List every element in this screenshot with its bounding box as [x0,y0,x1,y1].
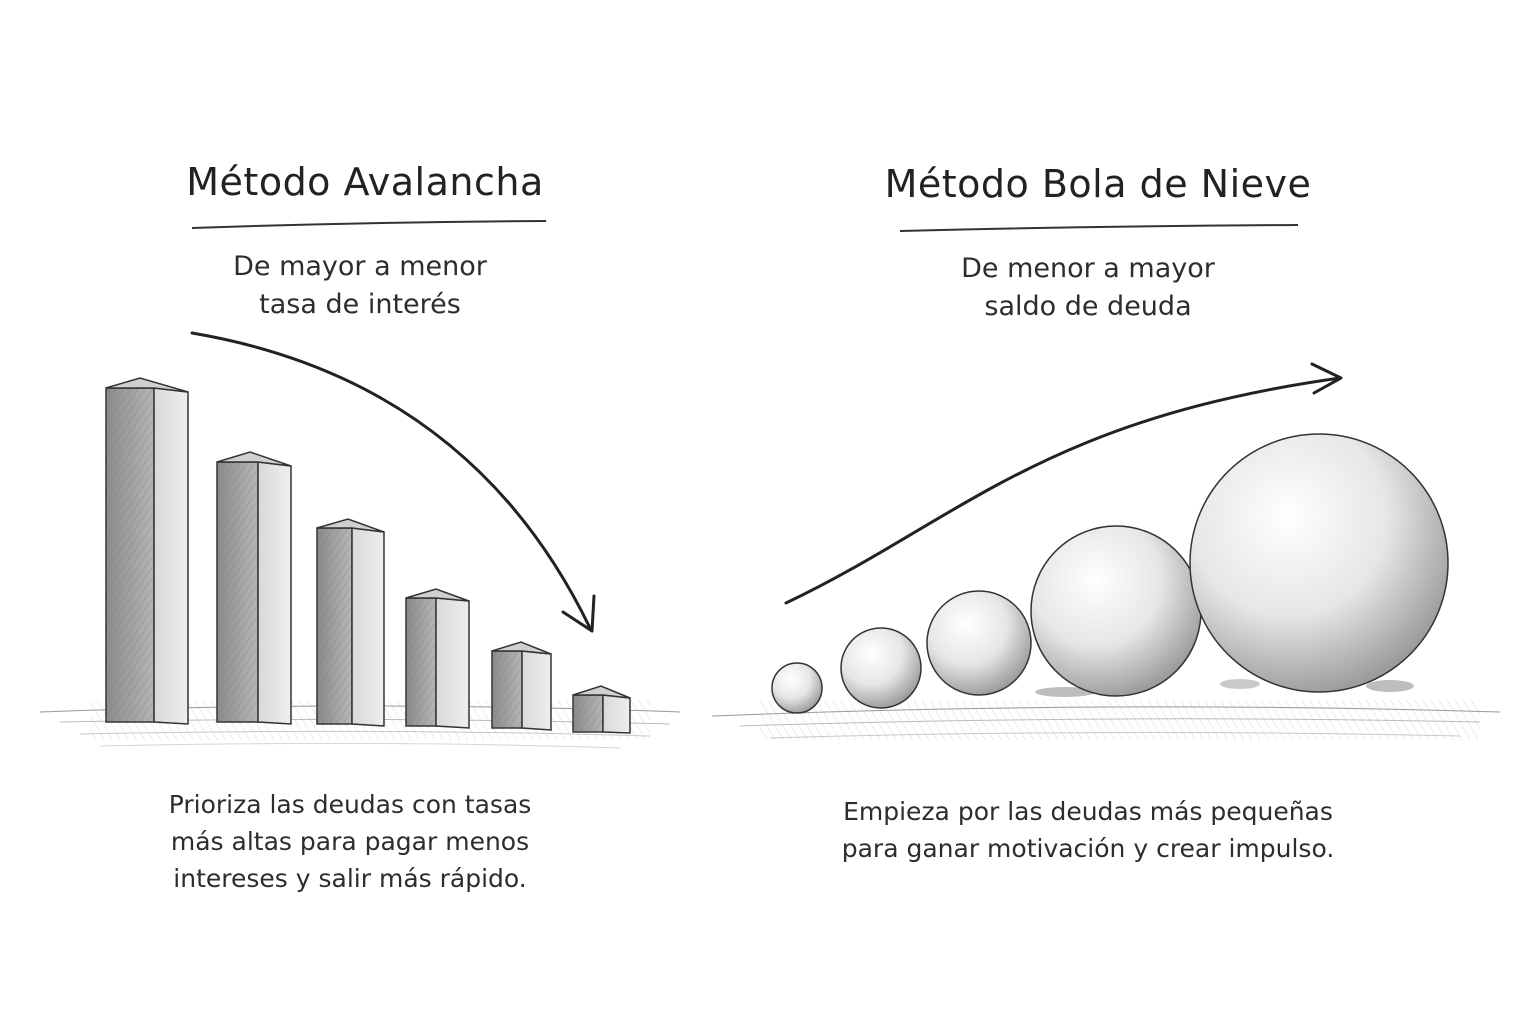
ascending-arrow-icon [784,362,1343,605]
snowball-panel: Método Bola de Nieve De menor a mayor sa… [768,0,1536,1024]
avalanche-title: Método Avalancha [186,160,544,204]
avalanche-subtitle-line: tasa de interés [259,289,461,320]
snowball-5 [1189,433,1449,693]
snowball-description-line: Empieza por las deudas más pequeñas [843,797,1333,826]
avalanche-subtitle: De mayor a menor tasa de interés [180,248,540,324]
snowball-subtitle: De menor a mayor saldo de deuda [898,250,1278,326]
bar-6 [572,685,631,734]
snowball-subtitle-line: De menor a mayor [961,253,1215,284]
avalanche-subtitle-line: De mayor a menor [233,251,487,282]
bar-1 [105,377,189,725]
bar-4 [405,588,470,729]
bar-2 [216,451,292,725]
descending-arrow-icon [190,331,596,633]
avalanche-description-line: intereses y salir más rápido. [173,864,527,893]
avalanche-panel: Método Avalancha De mayor a menor tasa d… [130,160,570,897]
right-title-underline [899,224,1299,232]
right-ground [711,679,1501,740]
bar-3 [316,518,385,727]
snowball-2 [840,627,922,709]
avalanche-description: Prioriza las deudas con tasas más altas … [130,786,570,897]
avalanche-description-line: Prioriza las deudas con tasas [168,790,532,819]
bar-5 [491,641,552,731]
snowball-description-line: para ganar motivación y crear impulso. [841,834,1335,863]
snowball-1 [771,662,823,714]
snowball-description: Empieza por las deudas más pequeñas para… [768,793,1408,867]
snowball-subtitle-line: saldo de deuda [984,291,1192,322]
snowball-3 [926,590,1032,696]
avalanche-description-line: más altas para pagar menos [170,827,530,856]
left-title-underline [191,220,547,229]
snowball-title: Método Bola de Nieve [884,162,1312,206]
